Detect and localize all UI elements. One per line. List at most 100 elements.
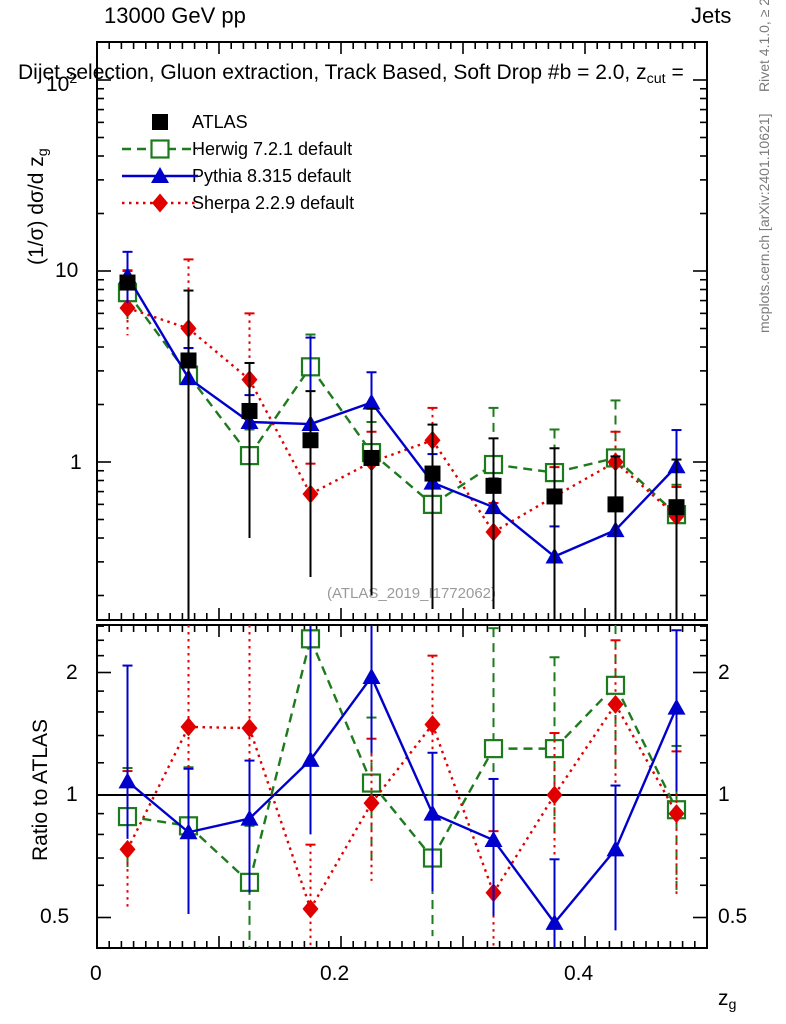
xtick-0: 0: [90, 962, 102, 985]
legend-label-herwig: Herwig 7.2.1 default: [192, 139, 353, 159]
ratio-pythia-line: [188, 817, 250, 834]
ratio-ytick-05-right: 0.5: [718, 905, 748, 928]
marker-square-filled: [363, 449, 380, 466]
main-sherpa-line: [431, 439, 495, 533]
marker-triangle-filled: [606, 840, 625, 857]
ratio-pythia-line: [432, 812, 494, 842]
marker-triangle-filled: [179, 823, 198, 840]
plot-title-text: Dijet selection, Gluon extraction, Track…: [18, 61, 647, 84]
marker-diamond-filled: [241, 718, 258, 738]
marker-diamond-filled: [152, 193, 168, 213]
main-ytick-100: 102: [46, 71, 78, 96]
main-pythia-line: [370, 401, 434, 484]
marker-diamond-filled: [607, 694, 624, 714]
ratio-sherpa-line: [188, 725, 250, 730]
ratio-ytick-2-left: 2: [66, 661, 78, 684]
ratio-sherpa-line: [309, 802, 373, 910]
marker-triangle-filled: [151, 167, 169, 183]
xtick-04: 0.4: [564, 962, 594, 985]
main-herwig-line: [554, 456, 616, 474]
marker-triangle-filled: [545, 913, 564, 930]
plot-title-subscript: cut: [646, 70, 666, 87]
marker-square-open: [483, 739, 504, 759]
main-herwig-line: [309, 366, 373, 454]
main-herwig-line: [187, 374, 251, 457]
main-herwig-line: [431, 463, 495, 506]
main-herwig-line: [126, 291, 190, 376]
ratio-herwig-line: [431, 748, 495, 859]
ratio-sherpa-line: [126, 726, 190, 850]
main-pythia-line: [614, 465, 678, 531]
ratio-herwig-line: [614, 684, 678, 811]
marker-diamond-filled: [119, 839, 136, 859]
main-pythia-line: [187, 377, 251, 423]
ratio-pythia-line: [614, 707, 678, 850]
main-pythia-line: [126, 275, 190, 379]
ratio-sherpa-line: [431, 724, 495, 894]
main-pythia-line: [554, 528, 616, 558]
xaxis-label: zg: [718, 987, 737, 1013]
ratio-herwig-line: [309, 638, 373, 784]
marker-triangle-filled: [484, 831, 503, 848]
marker-square-filled: [668, 499, 685, 516]
marker-square-filled: [607, 496, 624, 513]
main-herwig-line: [248, 366, 312, 457]
main-pythia-line: [432, 481, 494, 509]
marker-square-filled: [119, 274, 136, 291]
marker-diamond-filled: [119, 298, 136, 318]
ratio-ytick-2-right: 2: [718, 661, 730, 684]
ratio-pythia-line: [492, 839, 556, 924]
plot-title-tail: =: [665, 61, 684, 84]
marker-triangle-filled: [118, 772, 137, 789]
marker-diamond-filled: [424, 715, 441, 735]
header-right: Jets: [691, 3, 732, 28]
marker-square-filled: [546, 488, 563, 505]
analysis-watermark: (ATLAS_2019_I1772062): [327, 585, 497, 602]
ratio-ytick-1-left: 1: [66, 783, 78, 806]
ratio-pythia-line: [553, 848, 617, 924]
ratio-sherpa-line: [553, 703, 617, 796]
ratio-sherpa-line: [370, 723, 434, 804]
main-pythia-line: [249, 420, 311, 426]
marker-triangle-filled: [362, 667, 381, 684]
marker-square-filled: [302, 432, 319, 449]
ratio-pythia-line: [370, 676, 434, 815]
legend-label-sherpa: Sherpa 2.2.9 default: [192, 193, 355, 213]
marker-triangle-filled: [667, 698, 686, 715]
ratio-sherpa-line: [492, 794, 556, 894]
marker-diamond-filled: [546, 785, 563, 805]
ratio-sherpa-line: [614, 703, 678, 815]
ratio-pythia-line: [309, 676, 373, 761]
marker-diamond-filled: [302, 899, 319, 919]
header-left: 13000 GeV pp: [104, 3, 246, 28]
marker-square-filled: [485, 477, 502, 494]
marker-square-filled: [152, 114, 168, 130]
ratio-ytick-1-right: 1: [718, 783, 730, 806]
main-pythia-line: [492, 506, 556, 558]
xtick-02: 0.2: [320, 962, 350, 985]
marker-diamond-filled: [180, 717, 197, 737]
legend-label-atlas: ATLAS: [192, 112, 248, 132]
ratio-pythia-line: [248, 758, 312, 820]
main-herwig-line: [370, 451, 434, 506]
marker-triangle-filled: [423, 804, 442, 821]
main-sherpa-line: [309, 460, 373, 496]
plot-title: Dijet selection, Gluon extraction, Track…: [18, 62, 684, 90]
main-sherpa-line: [553, 460, 617, 498]
ratio-pythia-line: [126, 780, 190, 834]
marker-square-filled: [241, 402, 258, 419]
ratio-herwig-line: [370, 782, 434, 859]
marker-triangle-filled: [240, 809, 259, 826]
main-herwig-line: [493, 463, 555, 474]
marker-square-filled: [180, 352, 197, 369]
marker-diamond-filled: [668, 804, 685, 824]
main-sherpa-line: [248, 379, 312, 495]
marker-square-filled: [424, 465, 441, 482]
main-pythia-line: [310, 401, 372, 426]
marker-triangle-filled: [362, 393, 381, 410]
main-sherpa-line: [492, 495, 556, 534]
marker-diamond-filled: [363, 793, 380, 813]
marker-square-open: [150, 139, 170, 159]
